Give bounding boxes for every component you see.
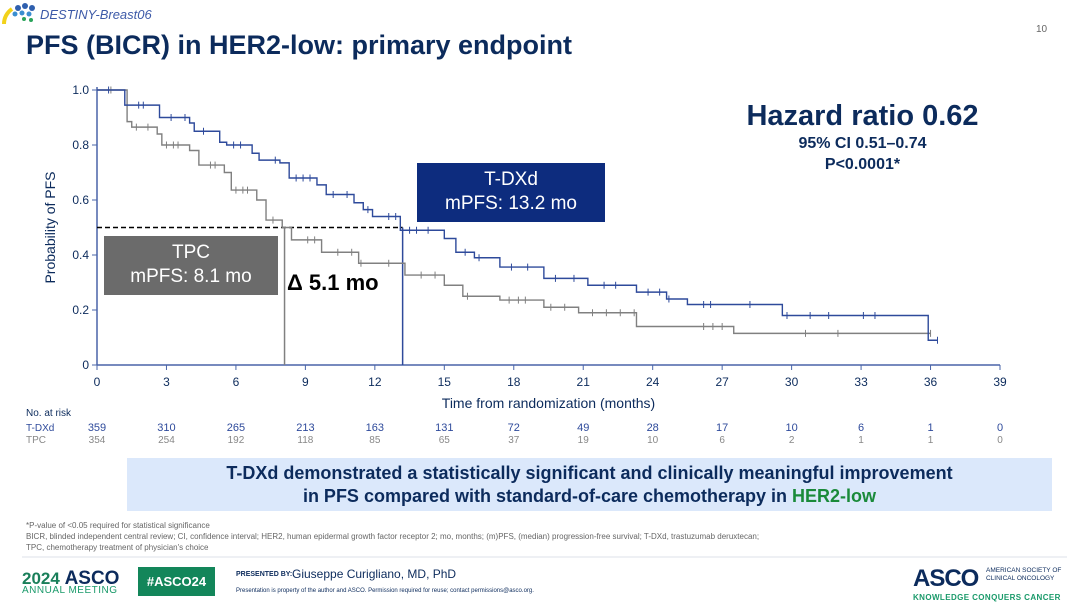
footnote: *P-value of <0.05 required for statistic… [26, 521, 210, 530]
x-tick-label: 39 [993, 375, 1007, 389]
at-risk-row-label: T-DXd [26, 423, 54, 434]
banner-line-2: in PFS compared with standard-of-care ch… [127, 485, 1052, 508]
at-risk-count: 17 [716, 422, 728, 434]
at-risk-count: 1 [927, 422, 933, 434]
at-risk-count: 192 [228, 435, 245, 446]
footnotes: *P-value of <0.05 required for statistic… [26, 520, 759, 553]
at-risk-count: 1 [858, 435, 864, 446]
tdxd-box-label: T-DXd [484, 169, 538, 190]
at-risk-count: 6 [858, 422, 864, 434]
tpc-curve [97, 89, 931, 335]
y-tick-label: 1.0 [72, 83, 89, 97]
at-risk-count: 19 [578, 435, 590, 446]
km-chart: 0 3 6 9 12 15 18 21 24 27 30 33 36 3900.20.40.60.81.0… [26, 83, 1007, 446]
x-tick-label: 18 [507, 375, 521, 389]
banner-line-1: T-DXd demonstrated a statistically signi… [226, 463, 953, 483]
at-risk-count: 6 [719, 435, 725, 446]
y-tick-label: 0 [82, 358, 89, 372]
y-tick-label: 0.4 [72, 248, 89, 262]
y-tick-label: 0.8 [72, 138, 89, 152]
at-risk-count: 265 [227, 422, 245, 434]
x-tick-label: 24 [646, 375, 660, 389]
banner-line-2-text: in PFS compared with standard-of-care ch… [302, 486, 793, 506]
at-risk-count: 131 [435, 422, 453, 434]
meeting-name: ANNUAL MEETING [22, 585, 118, 596]
y-axis-title: Probability of PFS [42, 171, 58, 283]
page-title: PFS (BICR) in HER2-low: primary endpoint [26, 30, 573, 60]
x-tick-label: 6 [233, 375, 240, 389]
footnote: BICR, blinded independent central review… [26, 532, 760, 541]
tdxd-curve [97, 89, 938, 341]
x-axis-title: Time from randomization (months) [442, 395, 655, 411]
asco-logo: ASCO [913, 565, 979, 592]
meeting-year: 2024 [22, 569, 60, 588]
at-risk-count: 0 [997, 435, 1003, 446]
meeting-logo: 2024 ASCO [22, 568, 119, 590]
copyright-notice: Presentation is property of the author a… [236, 588, 534, 594]
conclusion-banner: T-DXd demonstrated a statistically signi… [127, 458, 1052, 511]
at-risk-count: 163 [366, 422, 384, 434]
at-risk-count: 359 [88, 422, 106, 434]
x-tick-label: 30 [785, 375, 799, 389]
meeting-asco: ASCO [64, 568, 120, 589]
at-risk-count: 85 [369, 435, 381, 446]
x-tick-label: 15 [438, 375, 452, 389]
trial-name: DESTINY-Breast06 [40, 7, 152, 22]
at-risk-count: 2 [789, 435, 795, 446]
y-tick-label: 0.2 [72, 303, 89, 317]
x-tick-label: 3 [163, 375, 170, 389]
at-risk-count: 49 [577, 422, 589, 434]
at-risk-count: 65 [439, 435, 451, 446]
banner-highlight: HER2-low [792, 486, 877, 506]
society-line-1: AMERICAN SOCIETY OF [986, 567, 1062, 574]
at-risk-count: 10 [785, 422, 797, 434]
x-tick-label: 33 [854, 375, 868, 389]
confidence-interval: 95% CI 0.51–0.74 [798, 135, 927, 152]
at-risk-count: 310 [157, 422, 175, 434]
tdxd-box-median: mPFS: 13.2 mo [445, 193, 577, 214]
y-tick-label: 0.6 [72, 193, 89, 207]
tpc-median-box: TPC mPFS: 8.1 mo [104, 236, 278, 295]
hashtag-badge: #ASCO24 [138, 567, 215, 596]
slide-number: 10 [1036, 24, 1048, 35]
x-tick-label: 27 [715, 375, 729, 389]
at-risk-count: 10 [647, 435, 659, 446]
tpc-box-label: TPC [172, 242, 210, 263]
society-line-2: CLINICAL ONCOLOGY [986, 575, 1055, 582]
at-risk-count: 354 [89, 435, 106, 446]
asco-tagline: KNOWLEDGE CONQUERS CANCER [913, 593, 1061, 602]
at-risk-row-label: TPC [26, 435, 46, 446]
x-tick-label: 12 [368, 375, 382, 389]
at-risk-count: 254 [158, 435, 175, 446]
at-risk-count: 37 [508, 435, 520, 446]
at-risk-count: 1 [928, 435, 934, 446]
at-risk-title: No. at risk [26, 408, 72, 419]
x-tick-label: 21 [577, 375, 591, 389]
footnote: TPC, chemotherapy treatment of physician… [26, 543, 209, 552]
x-tick-label: 0 [94, 375, 101, 389]
presented-by-label: PRESENTED BY: [236, 571, 293, 578]
tdxd-median-box: T-DXd mPFS: 13.2 mo [417, 163, 605, 222]
tpc-box-median: mPFS: 8.1 mo [130, 266, 252, 287]
x-tick-label: 9 [302, 375, 309, 389]
hazard-ratio: Hazard ratio 0.62 [746, 100, 979, 132]
at-risk-count: 213 [296, 422, 314, 434]
p-value: P<0.0001* [824, 156, 901, 173]
at-risk-count: 0 [997, 422, 1003, 434]
at-risk-count: 118 [297, 435, 313, 446]
x-tick-label: 36 [924, 375, 938, 389]
median-difference: Δ 5.1 mo [287, 270, 379, 295]
presenter-name: Giuseppe Curigliano, MD, PhD [292, 567, 457, 581]
at-risk-count: 28 [647, 422, 659, 434]
asco-society-name: AMERICAN SOCIETY OF CLINICAL ONCOLOGY [986, 567, 1061, 583]
at-risk-count: 72 [508, 422, 520, 434]
footer-divider [22, 556, 1067, 558]
destiny-logo-icon [1, 3, 35, 25]
hazard-ratio-block: Hazard ratio 0.62 95% CI 0.51–0.74 P<0.0… [700, 100, 1025, 175]
